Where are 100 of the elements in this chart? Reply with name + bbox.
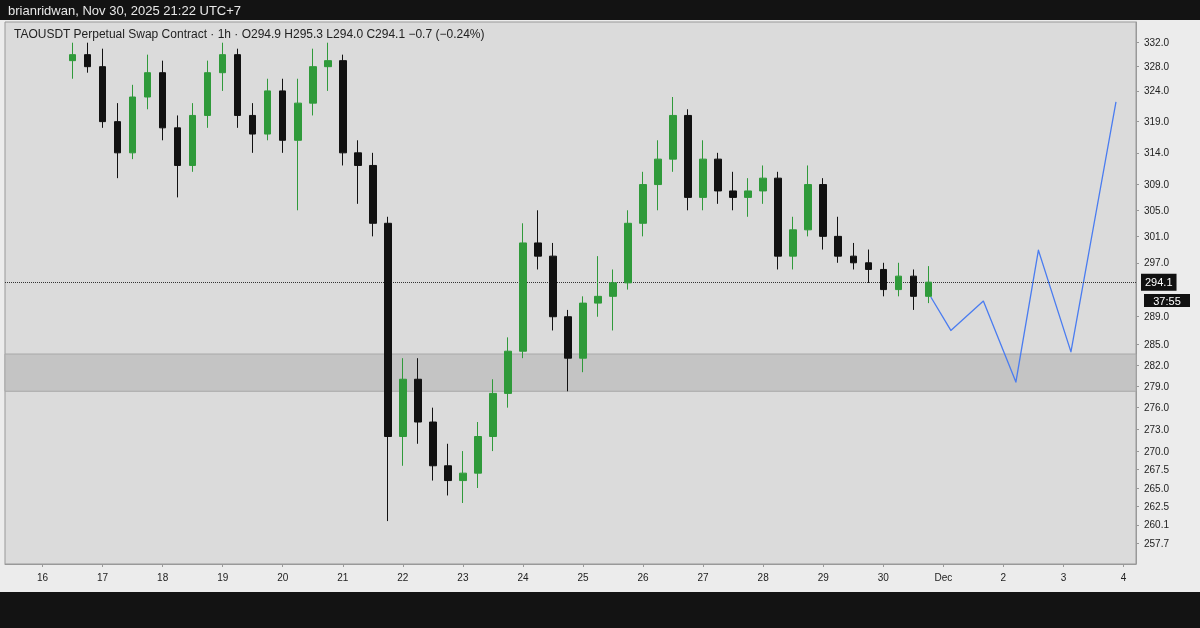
y-tick-label: 301.0 bbox=[1144, 230, 1170, 242]
candlestick bbox=[714, 152, 722, 205]
candlestick bbox=[519, 222, 527, 359]
candlestick bbox=[684, 108, 692, 211]
x-tick-label: 30 bbox=[877, 571, 890, 583]
line-series bbox=[930, 101, 1117, 383]
x-tick-label: 28 bbox=[757, 571, 770, 583]
y-tick-label: 265.0 bbox=[1144, 482, 1170, 494]
x-tick-label: 16 bbox=[36, 571, 49, 583]
candlestick bbox=[834, 216, 842, 264]
candlestick bbox=[114, 102, 121, 179]
candlestick bbox=[444, 443, 452, 496]
y-tick-label: 297.0 bbox=[1144, 257, 1170, 269]
candlestick bbox=[609, 268, 617, 331]
candlestick bbox=[880, 262, 887, 297]
x-tick-label: 26 bbox=[637, 571, 650, 583]
candlestick bbox=[339, 54, 347, 166]
ref-line-label: 294.1 bbox=[1145, 276, 1173, 289]
candlestick bbox=[414, 357, 422, 445]
y-tick-label: 270.0 bbox=[1144, 445, 1170, 457]
x-tick-label: 29 bbox=[817, 571, 830, 583]
candlestick bbox=[399, 357, 407, 467]
candlestick bbox=[564, 309, 572, 392]
y-tick-label: 319.0 bbox=[1144, 116, 1170, 128]
candlestick bbox=[579, 295, 587, 373]
candlestick bbox=[159, 60, 166, 141]
x-tick-label: 27 bbox=[697, 571, 710, 583]
candlestick bbox=[204, 60, 211, 129]
y-tick-label: 289.0 bbox=[1144, 311, 1170, 323]
candlestick bbox=[594, 255, 602, 318]
x-tick-label: 17 bbox=[97, 571, 109, 583]
candlestick bbox=[69, 42, 76, 80]
candlestick bbox=[669, 96, 677, 173]
candlestick bbox=[699, 139, 707, 211]
candlestick bbox=[459, 450, 467, 504]
candlestick bbox=[264, 78, 271, 141]
candlestick bbox=[489, 378, 497, 452]
y-tick-label: 282.0 bbox=[1144, 359, 1170, 371]
x-tick-label: 19 bbox=[217, 571, 229, 583]
x-tick-label: Dec bbox=[934, 571, 953, 583]
x-tick-label: 21 bbox=[337, 571, 349, 583]
candlestick bbox=[819, 177, 827, 251]
candlestick bbox=[174, 114, 181, 198]
candlestick bbox=[129, 84, 136, 160]
candlestick bbox=[474, 421, 482, 489]
y-tick-label: 328.0 bbox=[1144, 61, 1170, 73]
candlestick bbox=[804, 164, 812, 237]
candlestick bbox=[504, 336, 512, 409]
candlestick bbox=[895, 262, 902, 297]
candlestick bbox=[850, 242, 857, 270]
candlestick bbox=[279, 78, 286, 154]
candlestick bbox=[865, 249, 872, 284]
candlestick bbox=[84, 42, 91, 74]
x-tick-label: 18 bbox=[157, 571, 169, 583]
candlestick bbox=[249, 102, 256, 154]
candlestick bbox=[234, 48, 241, 129]
candlestick bbox=[534, 209, 542, 270]
y-tick-label: 332.0 bbox=[1144, 37, 1170, 49]
x-tick-label: 2 bbox=[1000, 571, 1007, 583]
candlestick bbox=[789, 216, 797, 270]
y-tick-label: 267.5 bbox=[1144, 463, 1170, 475]
y-tick-label: 276.0 bbox=[1144, 402, 1170, 414]
candlestick bbox=[369, 152, 377, 237]
y-tick-label: 257.7 bbox=[1144, 537, 1170, 549]
y-tick-label: 314.0 bbox=[1144, 147, 1170, 159]
candlestick bbox=[219, 42, 226, 92]
candlestick bbox=[774, 171, 782, 270]
x-tick-label: 24 bbox=[517, 571, 529, 583]
y-tick-label: 273.0 bbox=[1144, 423, 1170, 435]
y-tick-label: 309.0 bbox=[1144, 179, 1170, 191]
y-tick-label: 324.0 bbox=[1144, 85, 1170, 97]
text: 37:55 bbox=[1153, 294, 1181, 307]
candlestick bbox=[910, 268, 917, 311]
y-tick-label: 305.0 bbox=[1144, 204, 1170, 216]
x-tick-label: 25 bbox=[577, 571, 590, 583]
x-tick-label: 4 bbox=[1120, 571, 1127, 583]
y-tick-label: 260.1 bbox=[1144, 519, 1170, 531]
x-tick-label: 23 bbox=[457, 571, 469, 583]
candlestick bbox=[654, 139, 662, 211]
candlestick bbox=[549, 242, 557, 331]
candlestick bbox=[729, 171, 737, 211]
y-tick-label: 279.0 bbox=[1144, 380, 1170, 392]
x-tick-label: 22 bbox=[397, 571, 409, 583]
candlestick bbox=[189, 102, 196, 173]
candlestick bbox=[384, 216, 392, 522]
candlestick bbox=[144, 54, 151, 110]
candlestick bbox=[624, 209, 632, 291]
chart-subtitle: brianridwan, Nov 30, 2025 21:22 UTC+7 bbox=[8, 3, 242, 18]
candlestick bbox=[759, 164, 767, 205]
candlestick bbox=[639, 171, 647, 237]
candlestick bbox=[294, 78, 302, 211]
y-tick-label: 285.0 bbox=[1144, 338, 1170, 350]
chart-title: TAOUSDT Perpetual Swap Contract · 1h · O294.9 H295.3 L294.0 C294.1 −0.7 (−0.24%) bbox=[14, 27, 485, 41]
candlestick bbox=[354, 139, 362, 205]
y-tick-label: 262.5 bbox=[1144, 501, 1170, 513]
candlestick bbox=[99, 48, 106, 129]
x-tick-label: 3 bbox=[1060, 571, 1067, 583]
candlestick bbox=[925, 265, 932, 304]
x-tick-label: 20 bbox=[277, 571, 289, 583]
candlestick bbox=[744, 177, 752, 218]
